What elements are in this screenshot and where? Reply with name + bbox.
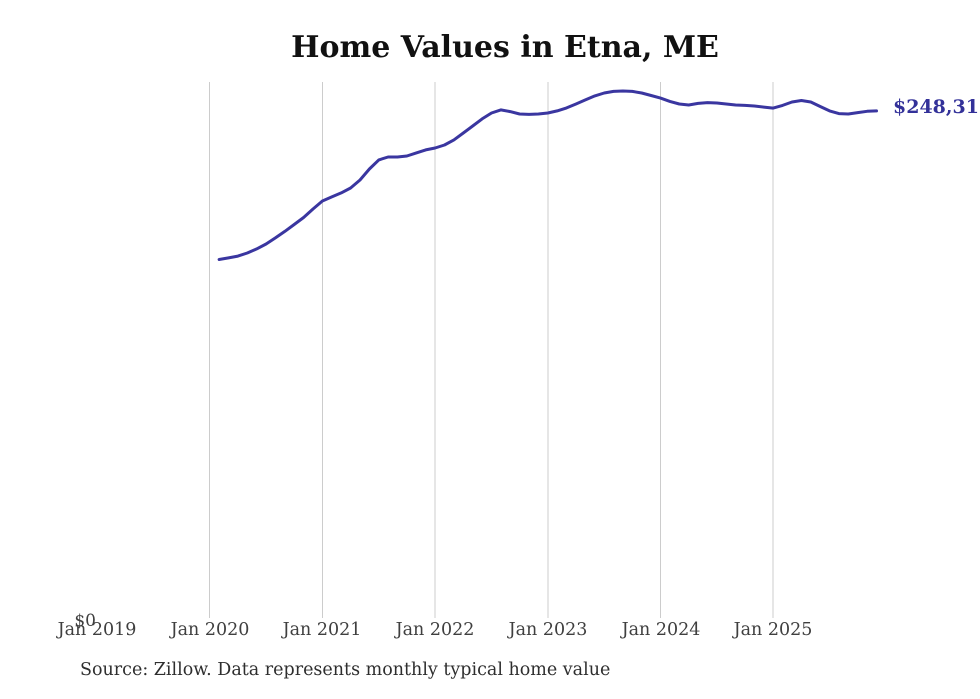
- x-tick-label-jan-2022: Jan 2022: [395, 620, 475, 640]
- x-tick-label-jan-2024: Jan 2024: [621, 620, 701, 640]
- y-axis-zero-label: $0: [74, 611, 96, 631]
- x-tick-label-jan-2025: Jan 2025: [733, 620, 813, 640]
- latest-value-label: $248,316: [893, 96, 980, 118]
- gridlines: [209, 82, 774, 618]
- x-tick-label-jan-2023: Jan 2023: [508, 620, 588, 640]
- x-tick-label-jan-2019: Jan 2019: [57, 620, 137, 640]
- home-value-line: [217, 89, 878, 261]
- x-tick-label-jan-2020: Jan 2020: [170, 620, 250, 640]
- source-note: Source: Zillow. Data represents monthly …: [80, 660, 611, 680]
- x-tick-label-jan-2021: Jan 2021: [282, 620, 362, 640]
- chart-title: Home Values in Etna, ME: [291, 30, 719, 65]
